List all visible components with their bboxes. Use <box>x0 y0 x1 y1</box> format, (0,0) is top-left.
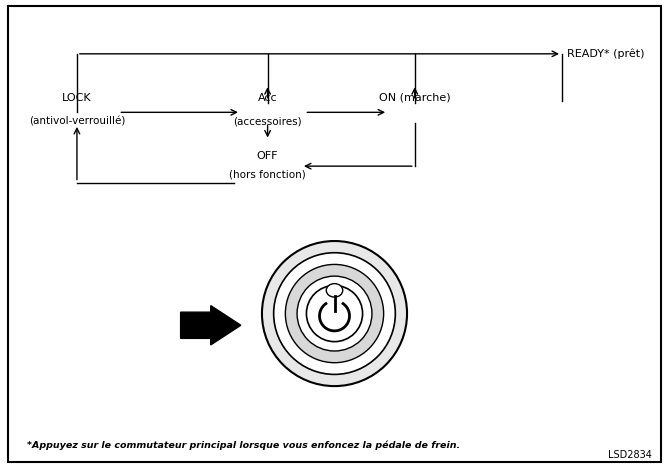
Text: LOCK: LOCK <box>62 93 92 103</box>
Text: (accessoires): (accessoires) <box>233 116 302 126</box>
FancyBboxPatch shape <box>8 6 661 462</box>
Ellipse shape <box>326 284 343 297</box>
Text: OFF: OFF <box>257 151 278 161</box>
Ellipse shape <box>274 253 395 374</box>
Text: *Appuyez sur le commutateur principal lorsque vous enfoncez la pédale de frein.: *Appuyez sur le commutateur principal lo… <box>27 441 460 450</box>
Text: (antivol-verrouillé): (antivol-verrouillé) <box>29 116 125 126</box>
Text: Acc: Acc <box>258 93 278 103</box>
Polygon shape <box>181 306 241 345</box>
Text: ON (marche): ON (marche) <box>379 93 451 103</box>
Text: (hors fonction): (hors fonction) <box>229 170 306 180</box>
Text: READY* (prêt): READY* (prêt) <box>567 49 645 59</box>
Ellipse shape <box>286 264 383 363</box>
Ellipse shape <box>262 241 407 386</box>
Ellipse shape <box>306 285 363 342</box>
Text: LSD2834: LSD2834 <box>608 450 652 460</box>
Ellipse shape <box>297 276 372 351</box>
